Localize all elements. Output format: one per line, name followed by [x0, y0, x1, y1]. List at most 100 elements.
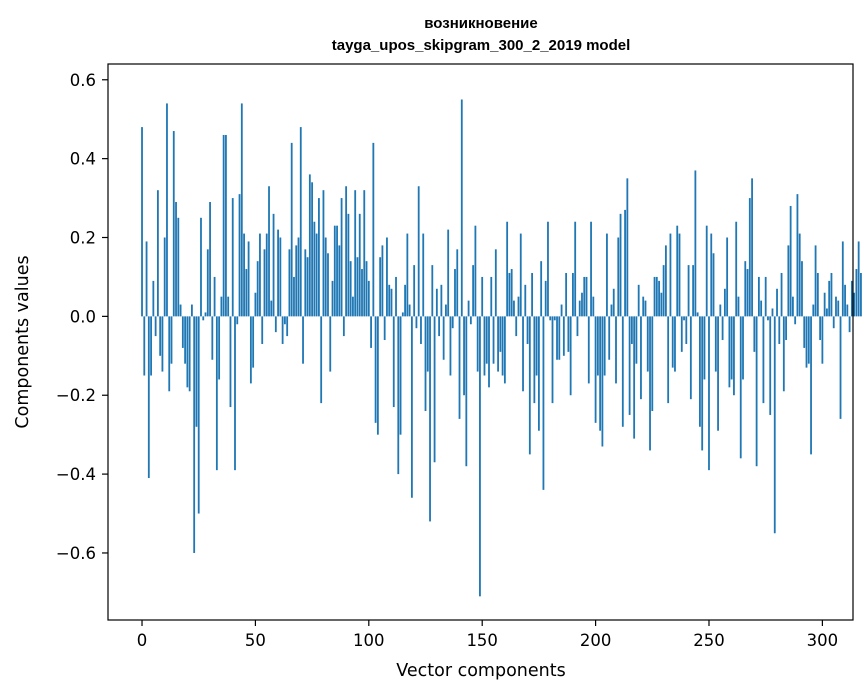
bar-313 [850, 280, 853, 317]
bar-155 [492, 316, 495, 364]
x-axis: 0 50 100 150 200 250 300 [137, 620, 838, 650]
bar-277 [769, 316, 772, 415]
bar-276 [767, 316, 769, 321]
bar-6 [154, 316, 157, 337]
bar-99 [365, 261, 368, 317]
bar-37 [225, 134, 227, 317]
bar-233 [669, 233, 672, 317]
bar-135 [447, 229, 450, 317]
bar-154 [490, 276, 493, 317]
bar-137 [451, 316, 454, 329]
bar-286 [789, 205, 792, 317]
bar-83 [329, 316, 332, 372]
bar-78 [318, 198, 320, 317]
bar-90 [345, 186, 348, 317]
bar-89 [342, 316, 345, 337]
bar-255 [719, 304, 722, 317]
bar-236 [676, 225, 679, 317]
bar-297 [814, 245, 817, 317]
bar-235 [674, 316, 676, 372]
bar-230 [662, 265, 665, 317]
x-tick-label: 100 [353, 631, 385, 650]
bar-183 [556, 316, 558, 360]
bar-114 [399, 316, 402, 435]
bar-163 [510, 269, 513, 317]
bar-12 [168, 316, 171, 392]
bar-294 [807, 316, 810, 364]
bar-140 [458, 316, 461, 419]
bar-229 [660, 292, 663, 317]
bar-161 [506, 221, 509, 317]
bar-54 [263, 249, 266, 317]
chart-subtitle: tayga_upos_skipgram_300_2_2019 model [332, 37, 631, 54]
x-tick-label: 50 [245, 631, 266, 650]
bar-50 [254, 292, 257, 317]
bar-147 [474, 225, 477, 317]
bar-79 [320, 316, 323, 404]
bar-62 [281, 316, 284, 344]
bar-170 [526, 316, 529, 344]
bar-156 [494, 249, 497, 317]
bar-52 [259, 233, 261, 317]
bar-47 [247, 241, 250, 317]
bar-300 [821, 316, 824, 364]
bar-13 [170, 316, 173, 364]
bar-259 [728, 316, 731, 388]
plot-frame [107, 63, 854, 621]
bar-148 [476, 316, 479, 372]
bar-285 [787, 245, 790, 317]
bar-15 [175, 202, 177, 317]
bar-91 [347, 213, 350, 317]
bar-75 [311, 182, 314, 317]
bar-56 [268, 186, 270, 317]
bar-223 [646, 316, 649, 372]
bar-289 [796, 194, 799, 317]
bar-168 [522, 316, 524, 392]
y-tick-label: −0.6 [56, 544, 96, 563]
bars-group [141, 99, 862, 597]
bar-204 [603, 316, 606, 376]
bar-190 [572, 272, 574, 317]
y-tick-label: 0.0 [70, 307, 96, 326]
bar-213 [624, 209, 626, 317]
bar-36 [222, 134, 225, 317]
bar-5 [152, 280, 155, 317]
bar-32 [213, 276, 216, 317]
bar-115 [401, 312, 404, 317]
bar-181 [551, 316, 554, 404]
bar-72 [304, 249, 307, 317]
bar-243 [692, 265, 695, 317]
bar-184 [558, 316, 561, 360]
bar-201 [596, 316, 599, 376]
bar-134 [445, 304, 447, 317]
chart-title: возникновение [424, 15, 537, 32]
bar-267 [746, 269, 749, 317]
bar-7 [156, 190, 159, 317]
bar-240 [685, 316, 688, 344]
x-tick-label: 200 [580, 631, 612, 650]
bar-292 [803, 316, 806, 348]
bar-275 [764, 276, 767, 317]
bar-41 [234, 316, 236, 471]
bar-61 [279, 237, 282, 317]
bar-1 [143, 316, 146, 376]
y-axis: −0.6 −0.4 −0.2 0.0 0.2 0.4 0.6 [56, 71, 108, 563]
bar-280 [776, 288, 778, 317]
bar-254 [717, 316, 719, 431]
bar-159 [501, 316, 504, 376]
bar-165 [515, 316, 518, 337]
bar-98 [363, 190, 366, 317]
bar-209 [615, 316, 617, 384]
bar-26 [200, 217, 202, 317]
bar-271 [755, 316, 758, 467]
bar-138 [454, 269, 456, 317]
bar-290 [798, 233, 801, 317]
bar-175 [537, 316, 540, 431]
bar-94 [354, 190, 357, 317]
bar-43 [238, 194, 241, 317]
bar-44 [240, 103, 243, 317]
bar-124 [422, 233, 425, 317]
bar-9 [161, 316, 164, 372]
bar-113 [397, 316, 400, 475]
bar-244 [694, 170, 697, 317]
